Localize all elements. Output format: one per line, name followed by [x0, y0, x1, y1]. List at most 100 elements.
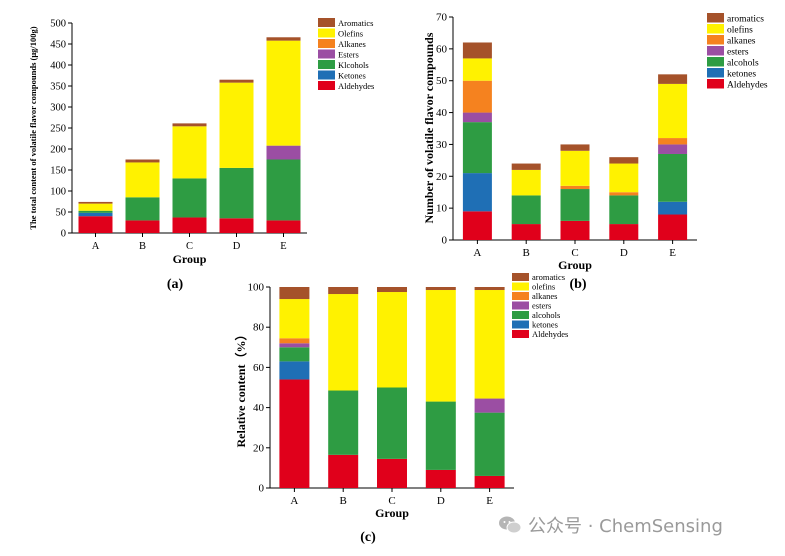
legend-swatch-olefins	[512, 282, 529, 291]
legend-swatch-aromatics	[707, 13, 724, 23]
bar-segment-aromatics	[462, 42, 492, 59]
legend-label: ketones	[532, 320, 558, 330]
bar-segment-alcohols	[78, 210, 113, 213]
legend-label: olefins	[727, 25, 753, 36]
y-tick-label: 50	[56, 208, 67, 219]
bar-segment-alkanes	[279, 338, 310, 344]
y-axis-title: Number of volatile flavor compounds	[422, 32, 436, 223]
y-tick-label: 0	[442, 235, 448, 247]
bar-segment-aromatics	[474, 287, 505, 291]
x-tick-label: D	[233, 241, 241, 252]
bar-segment-esters	[474, 398, 505, 413]
bar-segment-aldehydes	[125, 220, 160, 233]
bar-segment-alcohols	[560, 189, 590, 221]
legend-swatch-aromatics	[512, 273, 529, 281]
bar-segment-aldehydes	[560, 220, 590, 240]
bar-segment-aldehydes	[425, 469, 456, 488]
x-tick-label: A	[92, 241, 100, 252]
chart-panel-c: 0 20 40 60 80 100 A B C D E Group Relative content（%…	[233, 272, 568, 545]
y-tick-label: 80	[253, 322, 265, 334]
bar-segment-aldehydes	[266, 220, 301, 233]
watermark-text: 公众号 · ChemSensing	[528, 516, 723, 537]
y-tick-label: 0	[61, 229, 66, 240]
bar-segment-esters	[658, 144, 688, 154]
bar-segment-alcohols	[425, 401, 456, 470]
bar-segment-ketones	[279, 361, 310, 380]
bar-segment-aldehydes	[511, 224, 541, 240]
legend-swatch-alkanes	[707, 35, 724, 45]
y-tick-label: 70	[436, 12, 448, 24]
legend-label: alcohols	[532, 310, 560, 320]
legend-swatch-aldehydes	[707, 79, 724, 89]
legend-swatch-alkanes	[318, 39, 335, 48]
bar-segment-alcohols	[658, 153, 688, 202]
bar-segment-alkanes	[609, 192, 639, 196]
legend-swatch-esters	[512, 301, 529, 310]
bar-segment-aldehydes	[279, 379, 310, 488]
y-tick-label: 40	[436, 107, 448, 119]
panel-label: (b)	[569, 277, 586, 292]
legend-swatch-olefins	[318, 28, 335, 38]
legend-label: Aromatics	[338, 18, 373, 28]
bar-segment-alcohols	[609, 195, 639, 225]
x-tick-label: B	[340, 495, 347, 507]
bar-segment-aromatics	[658, 74, 688, 84]
y-tick-label: 40	[253, 402, 265, 414]
legend-swatch-olefins	[707, 24, 724, 34]
legend-label: Aldehydes	[727, 81, 768, 91]
legend-label: aromatics	[727, 15, 764, 25]
legend-swatch-alcohols	[318, 60, 335, 69]
x-tick-label: B	[523, 247, 530, 259]
bar-segment-aldehydes	[78, 216, 113, 233]
bar-segment-olefins	[609, 163, 639, 193]
legend-swatch-aldehydes	[318, 81, 335, 90]
bar-segment-esters	[266, 145, 301, 160]
x-tick-label: D	[437, 495, 445, 507]
bar-segment-olefins	[78, 203, 113, 211]
legend-label: Aldehydes	[532, 329, 568, 339]
bar-segment-alcohols	[172, 178, 207, 218]
bar-segment-aromatics	[78, 201, 113, 204]
bar-segment-olefins	[266, 40, 301, 146]
bar-segment-aromatics	[279, 287, 310, 300]
y-tick-label: 100	[50, 187, 66, 198]
bar-segment-ketones	[658, 201, 688, 215]
bar-segment-olefins	[560, 150, 590, 186]
panel-label: (c)	[360, 530, 376, 545]
x-tick-label: B	[139, 241, 146, 252]
legend-swatch-ketones	[512, 320, 529, 329]
bar-segment-olefins	[279, 299, 310, 339]
bar-segment-ketones	[78, 212, 113, 217]
legend-swatch-aldehydes	[512, 330, 529, 338]
chart-panel-b: 0 10 20 30 40 50 60 70 A B C D E Group Number of volat…	[422, 12, 768, 293]
bar-segment-olefins	[377, 292, 407, 388]
legend-label: olefins	[532, 282, 555, 292]
watermark: 公众号 · ChemSensing	[498, 512, 723, 538]
y-tick-label: 60	[436, 43, 448, 55]
x-tick-label: E	[280, 241, 286, 252]
bar-segment-alcohols	[511, 195, 541, 225]
wechat-icon	[499, 516, 522, 534]
bar-segment-aldehydes	[219, 218, 254, 233]
bar-segment-alcohols	[328, 390, 359, 455]
legend-label: esters	[727, 48, 749, 58]
legend-swatch-esters	[707, 46, 724, 56]
bar-segment-alkanes	[462, 80, 492, 113]
legend-label: alkanes	[727, 37, 756, 47]
legend-label: esters	[532, 301, 551, 311]
bar-segment-aldehydes	[658, 214, 688, 240]
bar-segment-alkanes	[658, 138, 688, 145]
legend-label: Olefins	[338, 29, 363, 39]
legend-swatch-esters	[318, 49, 335, 59]
bar-segment-olefins	[219, 82, 254, 168]
bar-segment-olefins	[328, 294, 359, 391]
x-axis-title: Group	[375, 506, 409, 520]
legend-label: aromatics	[532, 272, 565, 282]
y-tick-label: 450	[50, 40, 66, 51]
bar-segment-aromatics	[172, 123, 207, 127]
bar-segment-aromatics	[266, 37, 301, 41]
x-tick-label: E	[669, 247, 676, 259]
bar-segment-aldehydes	[328, 454, 359, 488]
bar-segment-aldehydes	[172, 217, 207, 233]
legend-label: Aldehydes	[338, 81, 374, 91]
